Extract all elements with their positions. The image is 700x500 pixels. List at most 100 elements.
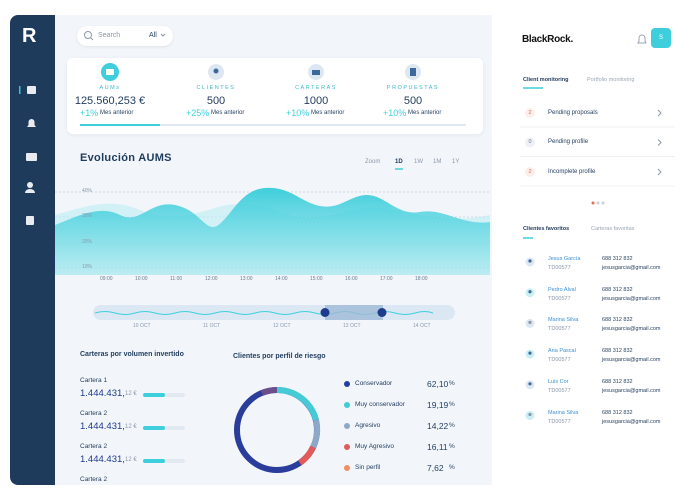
range-button[interactable]: 1Y bbox=[452, 159, 460, 165]
kpi-icons bbox=[80, 63, 466, 126]
cartera-name: Cartera 2 bbox=[80, 476, 108, 483]
range-button[interactable]: 1D bbox=[395, 159, 403, 165]
tab[interactable]: Client monitoring bbox=[523, 77, 569, 83]
legend-value: 16,11 bbox=[427, 442, 448, 452]
alert-label[interactable]: Incomplete profile bbox=[548, 168, 596, 175]
client-name[interactable]: Marina Silva bbox=[548, 317, 579, 324]
x-label: 15:00 bbox=[310, 276, 323, 282]
y-label: 40% bbox=[82, 188, 93, 194]
cartera-amount: 1.444.431, bbox=[80, 421, 125, 432]
pager-dots bbox=[591, 201, 605, 205]
kpi-label: CARTERAS bbox=[295, 85, 337, 91]
legend-value: 7,62 bbox=[427, 463, 444, 473]
client-name[interactable]: Marina Silva bbox=[548, 409, 579, 416]
client-name[interactable]: Luis Cor bbox=[548, 378, 569, 385]
client-phone: 688 312 832 bbox=[602, 286, 633, 293]
client-email: jesusgarcia@gmail.com bbox=[602, 295, 661, 302]
cartera-bar bbox=[143, 426, 165, 430]
kpi-note: Mes anterior bbox=[311, 110, 345, 116]
alert-badge bbox=[525, 108, 535, 118]
legend-unit: % bbox=[449, 380, 455, 387]
range-button[interactable]: 1W bbox=[414, 159, 423, 165]
navigator-selection[interactable] bbox=[325, 305, 383, 320]
client-email: jesusgarcia@gmail.com bbox=[602, 326, 661, 333]
alert-label[interactable]: Pending proposals bbox=[548, 109, 598, 116]
search-placeholder: Search bbox=[98, 32, 121, 39]
client-id: TD00577 bbox=[548, 265, 571, 271]
cartera-cents: 12 € bbox=[125, 424, 137, 430]
client-avatar-head bbox=[528, 259, 532, 263]
kpi-value: 1000 bbox=[303, 95, 329, 107]
alert-label[interactable]: Pending profile bbox=[548, 139, 589, 145]
client-phone: 688 312 832 bbox=[602, 348, 633, 355]
legend-label: Conservador bbox=[355, 380, 393, 387]
navigator-handle[interactable] bbox=[377, 308, 387, 317]
cartera-name: Cartera 2 bbox=[80, 443, 108, 450]
cartera-amount: 1.444.431, bbox=[80, 388, 125, 399]
logo: R bbox=[22, 25, 37, 47]
alert-count: 2 bbox=[528, 168, 532, 175]
x-label: 11:00 bbox=[170, 276, 183, 282]
cartera-cents: 12 € bbox=[125, 457, 137, 463]
legend-label: Sin perfil bbox=[355, 464, 381, 471]
sidebar-icons bbox=[19, 86, 37, 225]
legend-value: 62,10 bbox=[427, 379, 449, 389]
client-name[interactable]: Jesus García bbox=[548, 256, 581, 262]
kpi-value: 500 bbox=[403, 95, 423, 107]
legend-label: Agresivo bbox=[355, 422, 381, 429]
legend-unit: % bbox=[449, 401, 455, 408]
legend-unit: % bbox=[449, 464, 455, 471]
tab[interactable]: Clientes favoritos bbox=[523, 226, 570, 232]
kpi-label: PROPUESTAS bbox=[386, 85, 440, 91]
client-id: TD00577 bbox=[548, 295, 571, 302]
kpi-value: 125.560,253 € bbox=[74, 95, 146, 107]
client-avatar-head bbox=[528, 412, 532, 417]
client-name[interactable]: Pedro Alval bbox=[548, 286, 576, 293]
client-avatar-head bbox=[528, 351, 532, 355]
cartera-amount: 1.444.431, bbox=[80, 454, 125, 465]
avatar-box[interactable] bbox=[651, 28, 671, 48]
legend-label: Muy conservador bbox=[355, 401, 405, 408]
client-name[interactable]: Ana Pascal bbox=[548, 348, 576, 355]
search-filter[interactable]: All bbox=[149, 32, 157, 39]
client-email: jesusgarcia@gmail.com bbox=[602, 387, 661, 394]
avatar[interactable]: S bbox=[659, 35, 664, 41]
client-avatar-head bbox=[528, 382, 532, 386]
nav-label: 11 OCT bbox=[203, 323, 221, 329]
kpi-change: +1% bbox=[80, 108, 99, 118]
kpi-note: Mes anterior bbox=[408, 110, 442, 116]
chevron bbox=[657, 109, 662, 117]
kpi-change: +25% bbox=[186, 108, 210, 118]
tab[interactable]: Carteras favoritas bbox=[591, 226, 635, 232]
x-label: 16:00 bbox=[345, 276, 358, 282]
legend-value: 19,19 bbox=[427, 400, 449, 410]
client-id: TD00577 bbox=[548, 387, 571, 394]
kpi-change: +10% bbox=[383, 108, 407, 118]
x-label: 18:00 bbox=[415, 276, 428, 282]
zoom-label: Zoom bbox=[365, 159, 381, 165]
legend-label: Muy Agresivo bbox=[355, 443, 395, 450]
client-id: TD00577 bbox=[548, 357, 571, 364]
client-phone: 688 312 832 bbox=[602, 317, 633, 324]
client-avatar-head bbox=[528, 290, 532, 294]
cartera-name: Cartera 1 bbox=[80, 377, 108, 384]
x-label: 09:00 bbox=[100, 276, 113, 282]
y-label: 10% bbox=[82, 264, 93, 270]
search-box[interactable] bbox=[77, 26, 173, 46]
legend-unit: % bbox=[449, 422, 455, 429]
section-title: Carteras por volumen invertido bbox=[80, 351, 184, 358]
tab[interactable]: Portfolio monitoring bbox=[587, 77, 635, 83]
area-front bbox=[55, 187, 490, 275]
nav-label: 10 OCT bbox=[133, 323, 151, 329]
kpi-change: +10% bbox=[286, 108, 310, 118]
brand: BlackRock. bbox=[522, 34, 573, 45]
client-email: jesusgarcia@gmail.com bbox=[602, 418, 661, 425]
kpi-note: Mes anterior bbox=[100, 110, 134, 116]
navigator-handle[interactable] bbox=[320, 308, 330, 317]
donut bbox=[234, 386, 321, 473]
cartera-name: Cartera 2 bbox=[80, 410, 108, 417]
client-phone: 688 312 832 bbox=[602, 378, 633, 385]
alert-badge bbox=[525, 137, 535, 148]
bell-icon[interactable] bbox=[637, 34, 647, 44]
range-button[interactable]: 1M bbox=[433, 159, 442, 165]
